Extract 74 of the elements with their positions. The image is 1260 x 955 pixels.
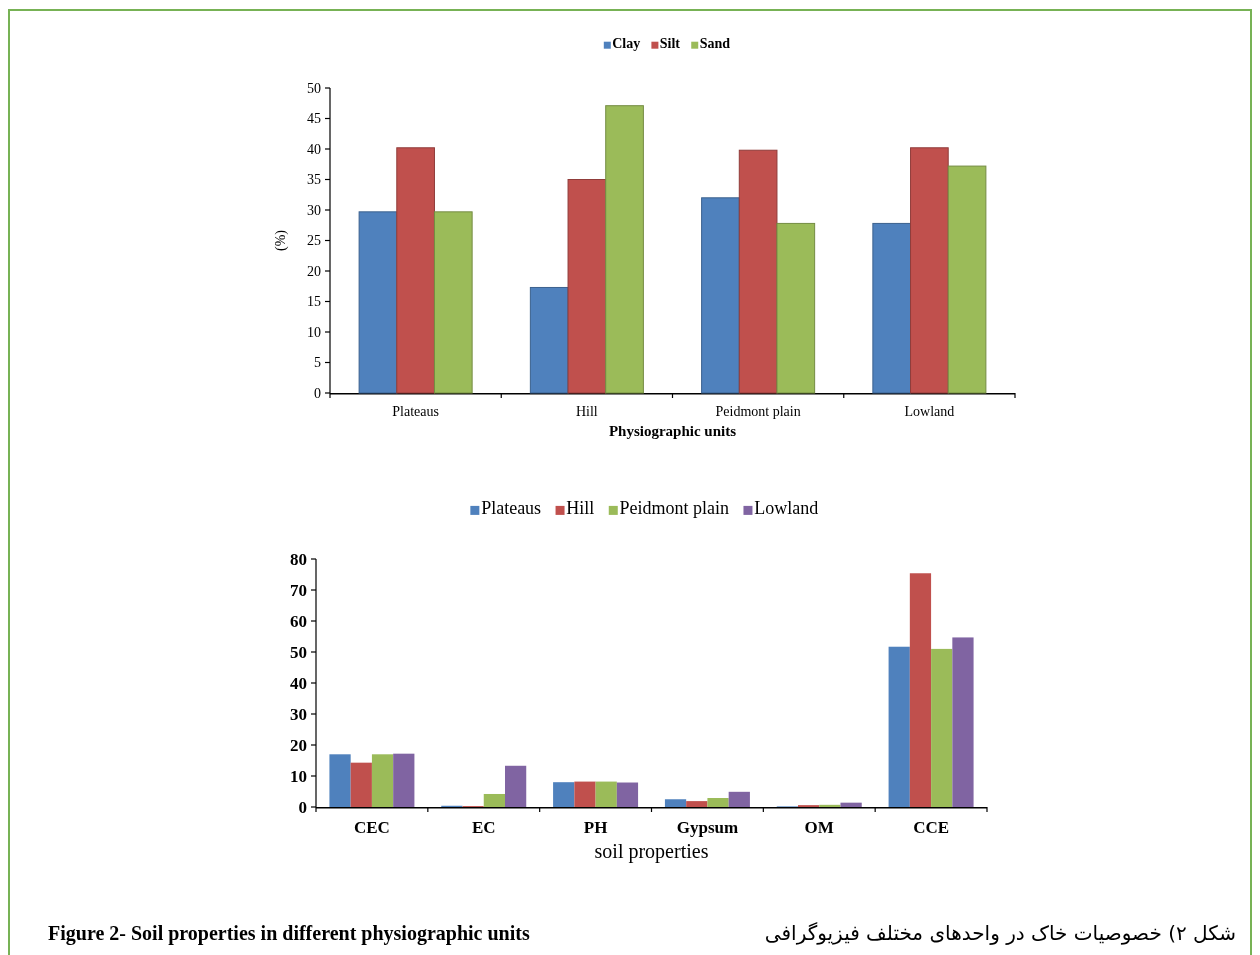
bar	[605, 105, 644, 394]
legend-label: Clay	[612, 36, 641, 51]
x-tick-label: CCE	[913, 818, 950, 837]
y-tick-label: 0	[298, 797, 307, 817]
bar	[553, 782, 575, 807]
bar	[947, 165, 987, 394]
bar	[728, 791, 750, 807]
y-tick-label: 30	[307, 202, 321, 218]
y-tick-label: 40	[307, 141, 321, 157]
x-tick-label: Plateaus	[392, 404, 439, 419]
y-tick-label: 30	[290, 704, 307, 724]
y-tick-label: 10	[307, 324, 321, 340]
y-tick-label: 50	[307, 80, 321, 96]
legend-label: Plateaus	[481, 498, 542, 518]
y-tick-label: 70	[290, 580, 307, 600]
x-axis-title: Physiographic units	[608, 423, 737, 439]
bar	[393, 753, 415, 807]
x-tick-label: Peidmont plain	[715, 404, 801, 419]
bar	[707, 798, 729, 807]
bar	[910, 147, 949, 394]
x-tick-label: CEC	[353, 818, 390, 837]
y-tick-label: 10	[290, 766, 307, 786]
bar	[396, 147, 435, 394]
bar	[329, 754, 351, 807]
text: شکل ۲) خصوصیات خاک در واحدهای مختلف فیزیوگرافی	[764, 921, 1236, 945]
y-tick-label: 0	[314, 385, 321, 401]
y-tick-label: 50	[290, 642, 307, 662]
legend-label: Silt	[659, 36, 681, 51]
x-axis-title: soil properties	[594, 840, 709, 863]
bar	[433, 211, 473, 394]
y-tick-label: 60	[290, 611, 307, 631]
bar	[840, 802, 862, 807]
bar	[350, 762, 372, 807]
x-tick-label: EC	[471, 818, 496, 837]
y-tick-label: 40	[290, 673, 307, 693]
bar	[616, 782, 639, 807]
y-tick-label: 20	[307, 263, 321, 279]
y-axis-title: (%)	[273, 229, 289, 251]
caption: Figure 2- Soil properties in different physiographic units	[48, 922, 530, 945]
bar	[595, 781, 617, 807]
bar	[483, 793, 505, 807]
bar	[909, 573, 932, 807]
y-tick-label: 35	[307, 172, 321, 188]
x-tick-label: Lowland	[904, 404, 955, 419]
x-tick-label: PH	[583, 818, 608, 837]
y-tick-label: 20	[290, 735, 307, 755]
bar	[567, 179, 607, 394]
bar	[371, 754, 394, 807]
x-tick-label: Gypsum	[676, 818, 739, 837]
bar	[776, 222, 816, 394]
y-tick-label: 45	[307, 111, 321, 127]
bar	[574, 781, 596, 807]
bar	[686, 801, 708, 807]
bar	[952, 637, 974, 807]
legend-label: Peidmont plain	[619, 498, 730, 518]
y-tick-label: 25	[307, 233, 321, 249]
bar	[358, 211, 398, 394]
bar	[872, 222, 912, 394]
y-tick-label: 80	[290, 549, 307, 569]
y-tick-label: 15	[307, 294, 321, 310]
bar	[819, 804, 841, 807]
bar	[888, 646, 910, 807]
bar	[529, 286, 569, 394]
y-tick-label: 5	[314, 355, 321, 371]
bar	[664, 799, 687, 807]
x-tick-label: Hill	[575, 404, 598, 419]
x-tick-label: OM	[804, 818, 834, 837]
legend-label: Lowland	[754, 498, 819, 518]
legend-label: Hill	[566, 498, 595, 518]
bar	[738, 149, 778, 394]
bar	[505, 765, 527, 807]
bar	[931, 648, 953, 807]
legend-label: Sand	[699, 36, 731, 51]
bar	[701, 197, 740, 394]
